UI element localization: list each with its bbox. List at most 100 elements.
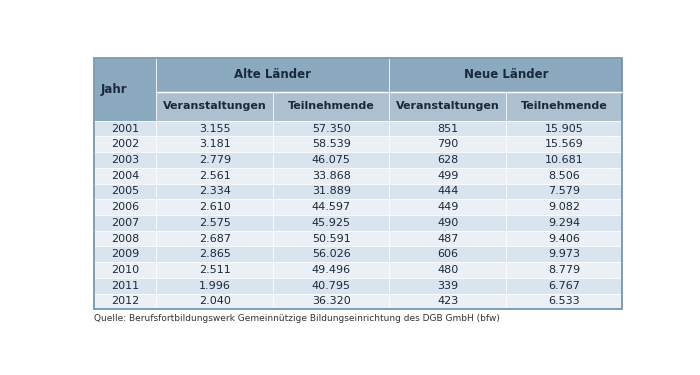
Text: 2009: 2009 — [111, 249, 139, 259]
Text: 49.496: 49.496 — [312, 265, 351, 275]
Bar — [273, 184, 389, 199]
Text: 1.996: 1.996 — [199, 280, 231, 291]
Bar — [273, 246, 389, 262]
Text: 487: 487 — [437, 234, 459, 243]
Text: 2.561: 2.561 — [199, 171, 230, 181]
Bar — [157, 199, 273, 215]
Bar — [506, 121, 622, 136]
Text: 480: 480 — [437, 265, 459, 275]
Bar — [273, 262, 389, 278]
Text: 3.155: 3.155 — [199, 124, 230, 134]
Text: 9.973: 9.973 — [548, 249, 580, 259]
Bar — [94, 278, 157, 294]
Text: 2.865: 2.865 — [199, 249, 231, 259]
Text: 2007: 2007 — [111, 218, 139, 228]
Text: 56.026: 56.026 — [312, 249, 351, 259]
Bar — [157, 294, 273, 309]
Text: 423: 423 — [437, 296, 459, 306]
Text: 8.506: 8.506 — [548, 171, 580, 181]
Bar — [94, 215, 157, 231]
Text: 33.868: 33.868 — [312, 171, 351, 181]
Text: 2003: 2003 — [111, 155, 139, 165]
Text: 2011: 2011 — [111, 280, 139, 291]
Bar — [94, 136, 157, 152]
Bar — [94, 121, 157, 136]
Bar — [506, 278, 622, 294]
Text: 490: 490 — [437, 218, 459, 228]
Bar — [389, 121, 506, 136]
Text: 2.511: 2.511 — [199, 265, 230, 275]
Text: Jahr: Jahr — [101, 83, 127, 96]
Text: 606: 606 — [438, 249, 458, 259]
Text: 449: 449 — [437, 202, 459, 212]
Text: 628: 628 — [437, 155, 459, 165]
Text: 2008: 2008 — [111, 234, 139, 243]
Bar — [157, 231, 273, 246]
Text: 50.591: 50.591 — [312, 234, 351, 243]
Bar — [506, 199, 622, 215]
Text: 339: 339 — [437, 280, 459, 291]
Bar — [273, 278, 389, 294]
Bar — [273, 215, 389, 231]
Bar — [157, 136, 273, 152]
Text: 499: 499 — [437, 171, 459, 181]
Bar — [389, 294, 506, 309]
Bar — [94, 168, 157, 184]
Bar — [506, 215, 622, 231]
Bar — [389, 152, 506, 168]
Bar — [157, 168, 273, 184]
Text: 2.040: 2.040 — [199, 296, 231, 306]
Bar — [94, 246, 157, 262]
Text: Teilnehmende: Teilnehmende — [288, 101, 374, 111]
Text: 2010: 2010 — [111, 265, 139, 275]
Bar — [94, 231, 157, 246]
Text: 3.181: 3.181 — [199, 140, 230, 149]
Bar — [506, 168, 622, 184]
Bar — [506, 152, 622, 168]
Text: 15.905: 15.905 — [545, 124, 584, 134]
Bar — [506, 262, 622, 278]
Text: 2006: 2006 — [111, 202, 139, 212]
Bar — [157, 121, 273, 136]
Bar — [273, 231, 389, 246]
Bar — [389, 136, 506, 152]
Bar — [506, 246, 622, 262]
Text: Teilnehmende: Teilnehmende — [521, 101, 608, 111]
Text: 46.075: 46.075 — [312, 155, 351, 165]
Bar — [94, 152, 157, 168]
Bar — [94, 199, 157, 215]
Text: 2.779: 2.779 — [199, 155, 231, 165]
Bar — [94, 262, 157, 278]
Text: 31.889: 31.889 — [312, 186, 351, 196]
Text: 9.082: 9.082 — [548, 202, 580, 212]
Text: 851: 851 — [437, 124, 459, 134]
Bar — [157, 278, 273, 294]
Bar — [389, 278, 506, 294]
Bar — [389, 168, 506, 184]
Bar — [273, 121, 389, 136]
Text: 15.569: 15.569 — [545, 140, 584, 149]
Bar — [506, 184, 622, 199]
Text: Quelle: Berufsfortbildungswerk Gemeinnützige Bildungseinrichtung des DGB GmbH (b: Quelle: Berufsfortbildungswerk Gemeinnüt… — [94, 314, 500, 322]
Text: 57.350: 57.350 — [312, 124, 351, 134]
Text: 7.579: 7.579 — [548, 186, 580, 196]
Text: 2.575: 2.575 — [199, 218, 231, 228]
Bar — [389, 199, 506, 215]
Bar — [273, 136, 389, 152]
Bar — [273, 294, 389, 309]
Bar — [157, 184, 273, 199]
Bar — [389, 262, 506, 278]
Bar — [506, 294, 622, 309]
Text: 790: 790 — [437, 140, 459, 149]
Bar — [506, 231, 622, 246]
Text: 6.533: 6.533 — [548, 296, 580, 306]
Bar — [506, 136, 622, 152]
Bar — [389, 231, 506, 246]
Bar — [157, 152, 273, 168]
Text: 2001: 2001 — [111, 124, 139, 134]
Text: Veranstaltungen: Veranstaltungen — [395, 101, 500, 111]
Text: 9.406: 9.406 — [548, 234, 580, 243]
Bar — [273, 199, 389, 215]
Bar — [389, 215, 506, 231]
Bar — [273, 168, 389, 184]
